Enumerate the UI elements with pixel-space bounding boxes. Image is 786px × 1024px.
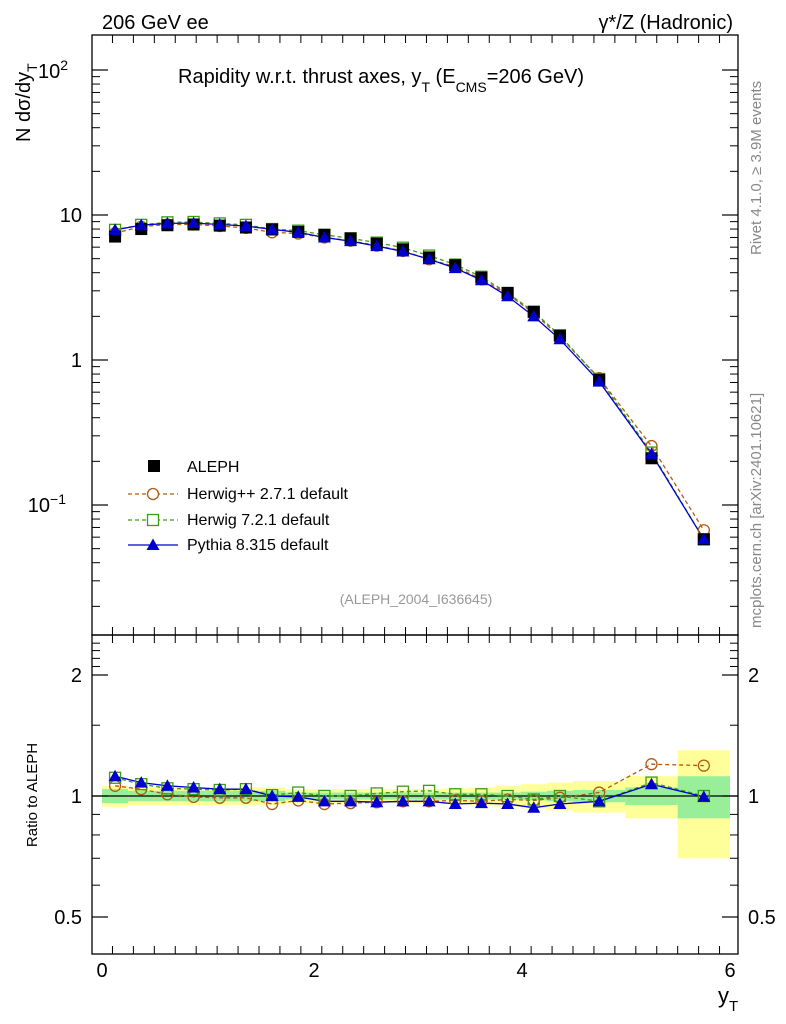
ratio-point-pythia-8-315-default bbox=[239, 782, 253, 795]
ratio-point-pythia-8-315-default bbox=[134, 776, 148, 788]
ratio-point-pythia-8-315-default bbox=[396, 794, 410, 807]
main-point-pythia-8-315-default bbox=[187, 216, 201, 229]
x-axis-ticks bbox=[111, 35, 721, 954]
ratio-point-pythia-8-315-default bbox=[160, 779, 174, 791]
x-axis-label: yT bbox=[718, 983, 738, 1015]
ratio-ylabel: Ratio to ALEPH bbox=[24, 743, 41, 847]
main-point-pythia-8-315-default bbox=[134, 218, 148, 231]
ratio-point-pythia-8-315-default bbox=[592, 794, 606, 807]
main-point-pythia-8-315-default bbox=[448, 261, 462, 274]
header-right: γ*/Z (Hadronic) bbox=[599, 12, 733, 34]
legend-label-aleph: ALEPH bbox=[187, 459, 239, 476]
main-point-pythia-8-315-default bbox=[474, 273, 488, 286]
main-point-pythia-8-315-default bbox=[697, 532, 711, 545]
ratio-point-herwig-2-7-1-default bbox=[645, 758, 658, 771]
ratio-point-pythia-8-315-default bbox=[448, 797, 462, 810]
main-point-pythia-8-315-default bbox=[160, 216, 174, 229]
xtick-label-0: 0 bbox=[96, 960, 107, 982]
main-point-pythia-8-315-default bbox=[645, 447, 658, 459]
main-point-pythia-8-315-default bbox=[370, 239, 384, 252]
main-point-pythia-8-315-default bbox=[265, 222, 279, 235]
main-axis-ticks bbox=[92, 69, 738, 607]
ratio-axis-ticks bbox=[92, 642, 738, 918]
legend-label-herwigpp: Herwig++ 2.7.1 default bbox=[187, 486, 349, 503]
ratio-point-pythia-8-315-default bbox=[265, 789, 279, 801]
main-point-pythia-8-315-default bbox=[317, 230, 331, 243]
main-point-pythia-8-315-default bbox=[592, 375, 606, 387]
legend-marker-herwigpp bbox=[146, 487, 160, 501]
ratio-ytick-label-2-right: 2 bbox=[748, 665, 759, 687]
legend-marker-herwig7 bbox=[146, 513, 160, 527]
ratio-point-pythia-8-315-default bbox=[370, 795, 384, 808]
ratio-point-pythia-8-315-default bbox=[317, 794, 331, 807]
ratio-plot-frame bbox=[91, 634, 739, 955]
ratio-point-pythia-8-315-default bbox=[527, 801, 541, 813]
ratio-point-pythia-8-315-default bbox=[422, 794, 436, 807]
main-point-pythia-8-315-default bbox=[553, 332, 567, 345]
main-point-pythia-8-315-default bbox=[344, 234, 358, 247]
main-series-markers bbox=[108, 215, 711, 546]
ytick-label-10: 10 bbox=[60, 205, 82, 227]
legend-marker-pythia bbox=[146, 538, 160, 550]
main-ylabel: N dσ/dyT bbox=[13, 63, 40, 142]
ratio-point-herwig-2-7-1-default bbox=[697, 759, 710, 772]
header-left: 206 GeV ee bbox=[102, 12, 209, 34]
xtick-label-2: 2 bbox=[308, 960, 319, 982]
ratio-point-pythia-8-315-default bbox=[474, 796, 488, 809]
main-point-pythia-8-315-default bbox=[396, 245, 410, 257]
main-line-herwig-7-2-1-default bbox=[114, 221, 705, 540]
main-point-pythia-8-315-default bbox=[422, 252, 436, 265]
ytick-label-100: 102 bbox=[38, 57, 68, 83]
ratio-point-pythia-8-315-default bbox=[697, 790, 711, 802]
ratio-point-pythia-8-315-default bbox=[187, 780, 201, 793]
ratio-point-pythia-8-315-default bbox=[291, 790, 305, 802]
ratio-ytick-label-0.5-right: 0.5 bbox=[748, 907, 776, 929]
ratio-ytick-label-2: 2 bbox=[71, 665, 82, 687]
main-line-herwig-2-7-1-default bbox=[114, 223, 705, 531]
main-point-pythia-8-315-default bbox=[527, 309, 541, 322]
legend-marker-aleph bbox=[148, 460, 160, 472]
legend-label-pythia: Pythia 8.315 default bbox=[187, 537, 329, 554]
ratio-point-pythia-8-315-default bbox=[553, 797, 567, 810]
ratio-ytick-label-1-right: 1 bbox=[748, 786, 759, 808]
main-point-pythia-8-315-default bbox=[213, 217, 227, 230]
xtick-label-6: 6 bbox=[724, 960, 735, 982]
ratio-uncertainty-bands bbox=[92, 750, 738, 859]
legend-label-herwig7: Herwig 7.2.1 default bbox=[187, 512, 330, 529]
main-title: Rapidity w.r.t. thrust axes, yT (ECMS=20… bbox=[178, 66, 584, 95]
ratio-point-pythia-8-315-default bbox=[213, 782, 227, 795]
ratio-point-pythia-8-315-default bbox=[501, 797, 515, 810]
ytick-label-0.1: 10−1 bbox=[28, 491, 66, 517]
mcplots-label: mcplots.cern.ch [arXiv:2401.10621] bbox=[748, 393, 765, 628]
main-point-pythia-8-315-default bbox=[239, 219, 253, 231]
main-point-pythia-8-315-default bbox=[291, 225, 305, 238]
ratio-ytick-label-1: 1 bbox=[71, 786, 82, 808]
ratio-point-pythia-8-315-default bbox=[344, 794, 358, 807]
analysis-watermark: (ALEPH_2004_I636645) bbox=[340, 591, 493, 607]
rivet-label: Rivet 4.1.0, ≥ 3.9M events bbox=[748, 81, 765, 255]
ratio-ytick-label-0.5: 0.5 bbox=[54, 907, 82, 929]
ratio-point-pythia-8-315-default bbox=[108, 769, 122, 782]
main-point-pythia-8-315-default bbox=[108, 223, 122, 235]
ratio-series-markers bbox=[108, 758, 711, 813]
legend: ALEPH Herwig++ 2.7.1 default Herwig 7.2.… bbox=[128, 459, 349, 554]
ytick-label-1: 1 bbox=[71, 350, 82, 372]
main-point-pythia-8-315-default bbox=[501, 289, 515, 302]
ratio-point-pythia-8-315-default bbox=[645, 777, 658, 790]
xtick-label-4: 4 bbox=[516, 960, 527, 982]
